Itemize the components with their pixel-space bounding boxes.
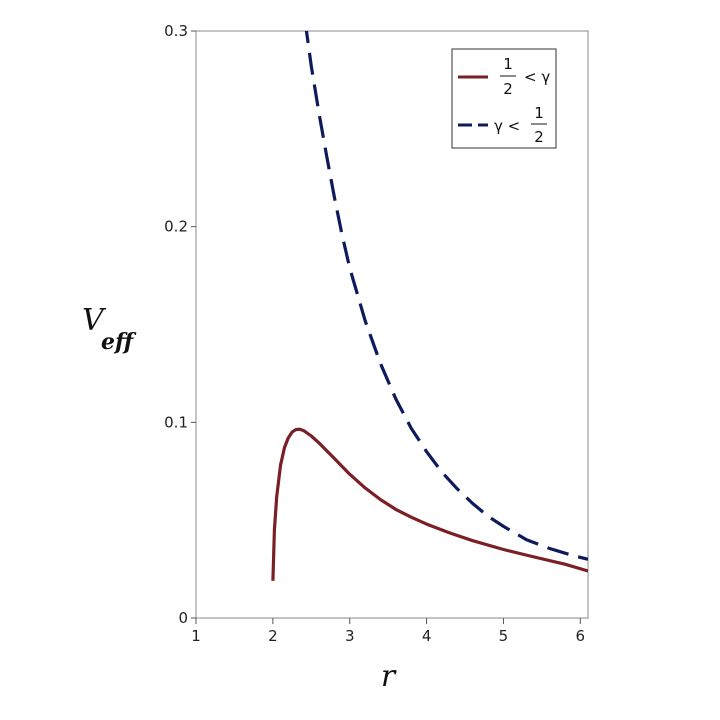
- series-line-1: [271, 427, 588, 581]
- plot-frame: [195, 30, 589, 619]
- x-tick-label: 5: [499, 627, 509, 645]
- x-tick-label: 6: [576, 627, 586, 645]
- x-tick-label: 1: [191, 627, 201, 645]
- legend-2-denominator: 2: [534, 128, 544, 146]
- y-tick-label: 0.1: [164, 413, 188, 431]
- legend-2-numerator: 1: [534, 104, 544, 122]
- y-axis-title: V eff: [82, 303, 137, 355]
- y-tick-label: 0.2: [164, 218, 188, 236]
- legend-1-after: < γ: [524, 68, 550, 86]
- y-axis: 0 0.1 0.2 0.3: [164, 22, 196, 627]
- x-axis-title: r: [381, 659, 397, 694]
- x-tick-label: 4: [422, 627, 432, 645]
- y-axis-title-sub: eff: [101, 329, 137, 355]
- series-layer: [271, 31, 588, 581]
- legend-1-numerator: 1: [503, 55, 513, 73]
- legend-entry-2: γ < 1 2: [458, 104, 547, 146]
- x-tick-label: 3: [345, 627, 355, 645]
- x-tick-label: 2: [268, 627, 278, 645]
- series-line-2: [304, 31, 588, 561]
- x-axis: 1 2 3 4 5 6: [191, 618, 585, 645]
- legend-2-before: γ <: [494, 117, 520, 135]
- legend-entry-1: 1 2 < γ: [458, 55, 550, 98]
- legend-1-denominator: 2: [503, 80, 513, 98]
- y-axis-title-main: V: [82, 303, 107, 338]
- y-tick-label: 0.3: [164, 22, 188, 40]
- legend-box: [451, 48, 557, 149]
- legend: 1 2 < γ γ < 1 2: [451, 48, 557, 149]
- y-tick-label: 0: [178, 609, 188, 627]
